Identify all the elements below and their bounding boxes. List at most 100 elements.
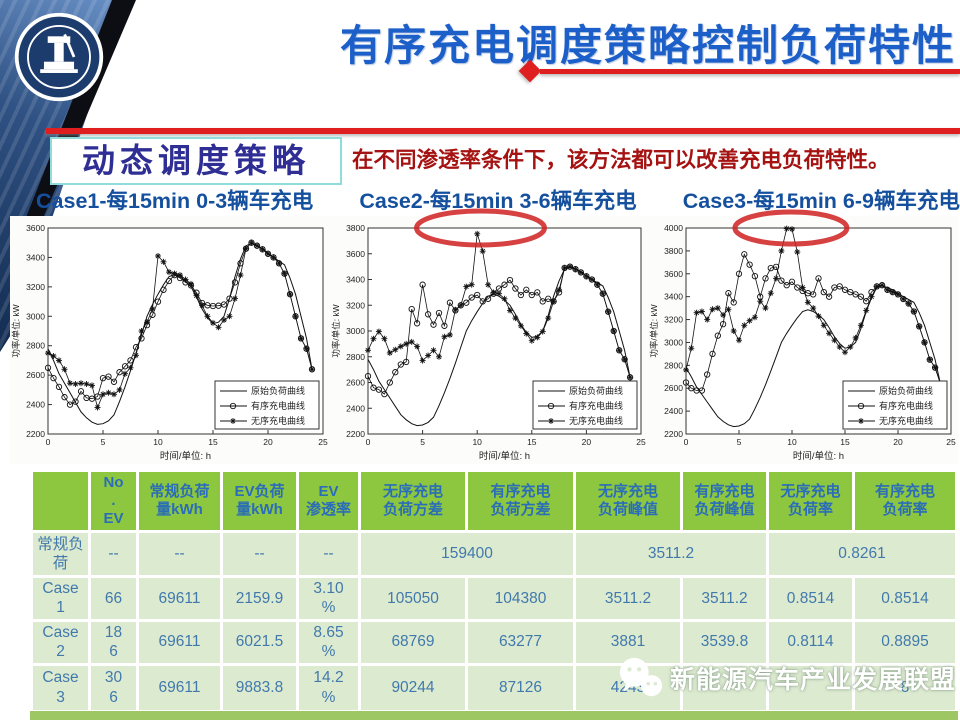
table-header-cell: 有序充电 负荷方差: [468, 472, 573, 530]
svg-text:3000: 3000: [26, 311, 45, 321]
table-cell: 14.2 %: [299, 665, 358, 710]
svg-text:有序充电曲线: 有序充电曲线: [879, 400, 933, 411]
table-cell: [769, 665, 852, 710]
svg-text:0: 0: [684, 437, 689, 447]
chart-svg: 2200 2400 2600 2800 3000 3200 3400 3600 3800 0 5 10…: [331, 208, 646, 462]
svg-text:2400: 2400: [664, 406, 683, 416]
table-cell: --: [223, 533, 296, 575]
svg-text:10: 10: [472, 437, 482, 447]
svg-text:3400: 3400: [664, 292, 683, 302]
table-cell: --: [299, 533, 358, 575]
svg-text:原始负荷曲线: 原始负荷曲线: [251, 385, 305, 396]
svg-text:20: 20: [582, 437, 592, 447]
svg-text:2200: 2200: [664, 429, 683, 439]
results-table: No . EV 常规负荷 量kWh EV负荷 量kWh EV 渗透率 无序充电 负荷方差…: [30, 469, 958, 713]
table-row-label: Case 3: [33, 665, 88, 710]
svg-text:2800: 2800: [664, 360, 683, 370]
table-header-cell: 无序充电 负荷方差: [361, 472, 465, 530]
svg-text:功率/单位: kW: 功率/单位: kW: [649, 304, 659, 357]
table-cell: 63277: [468, 621, 573, 663]
case-labels-row: Case1-每15min 0-3辆车充电 Case2-每15min 3-6辆车充…: [36, 184, 960, 215]
table-cell: 6021.5: [223, 621, 296, 663]
svg-text:20: 20: [893, 437, 903, 447]
svg-text:无序充电曲线: 无序充电曲线: [569, 415, 623, 426]
page-title: 有序充电调度策略控制负荷特性: [339, 22, 956, 69]
svg-text:15: 15: [527, 437, 537, 447]
table-header-cell: 无序充电 负荷峰值: [576, 472, 680, 530]
svg-text:15: 15: [208, 437, 218, 447]
watermark: 新能源汽车产业发展联盟: [616, 652, 960, 704]
section-divider-line: [46, 128, 960, 134]
svg-text:3600: 3600: [346, 249, 365, 259]
table-cell: 0.8514: [855, 578, 955, 619]
table-header-cell: EV负荷 量kWh: [223, 472, 296, 530]
table-cell: 2159.9: [223, 578, 296, 619]
results-table-element: No . EV 常规负荷 量kWh EV负荷 量kWh EV 渗透率 无序充电 负荷方差…: [30, 469, 958, 713]
case2-label: Case2-每15min 3-6辆车充电: [359, 189, 637, 213]
svg-text:原始负荷曲线: 原始负荷曲线: [879, 385, 933, 396]
svg-text:功率/单位: kW: 功率/单位: kW: [11, 304, 21, 357]
highlight-note: 在不同渗透率条件下，该方法都可以改善充电负荷特性。: [352, 148, 890, 172]
watermark-text: 新能源汽车产业发展联盟: [670, 666, 957, 694]
svg-text:10: 10: [153, 437, 163, 447]
svg-text:5: 5: [101, 437, 106, 447]
table-cell: 18 6: [91, 621, 136, 663]
case3-label: Case3-每15min 6-9辆车充电: [682, 189, 960, 213]
load-curve-chart-case2: 2200 2400 2600 2800 3000 3200 3400 3600 3800 0 5 10…: [330, 208, 648, 464]
svg-text:3200: 3200: [26, 282, 45, 292]
table-cell: 0.8895: [855, 621, 955, 663]
svg-text:功率/单位: kW: 功率/单位: kW: [331, 304, 341, 357]
load-curve-chart-case3: 2200 2400 2600 2800 3000 3200 3400 3600 3800 4000…: [648, 209, 958, 464]
svg-text:3000: 3000: [346, 326, 365, 336]
table-cell: 3.10 %: [299, 578, 358, 619]
table-cell: 3881: [576, 621, 680, 663]
table-cell: 0.8514: [769, 578, 852, 619]
chart-svg: 2200 2400 2600 2800 3000 3200 3400 3600 0 5 10 15 20…: [11, 223, 328, 462]
table-cell: 105050: [361, 578, 465, 619]
svg-text:3400: 3400: [346, 275, 365, 285]
svg-text:3800: 3800: [346, 223, 365, 233]
table-cell: 3511.2: [576, 533, 766, 575]
table-row-label: Case 1: [33, 578, 88, 619]
svg-text:10: 10: [787, 437, 797, 447]
table-header-cell: 有序充电 负荷率: [855, 472, 955, 530]
svg-text:5: 5: [737, 437, 742, 447]
chart-svg: 2200 2400 2600 2800 3000 3200 3400 3600 3800 4000…: [649, 209, 956, 462]
university-emblem-icon: [14, 12, 104, 102]
table-cell: 69611: [139, 578, 220, 619]
svg-text:2600: 2600: [664, 383, 683, 393]
svg-text:无序充电曲线: 无序充电曲线: [251, 415, 305, 426]
svg-text:3200: 3200: [346, 300, 365, 310]
svg-text:2800: 2800: [26, 341, 45, 351]
table-cell: 8.65 %: [299, 621, 358, 663]
table-cell: --: [139, 533, 220, 575]
svg-text:3400: 3400: [26, 252, 45, 262]
svg-text:2800: 2800: [346, 352, 365, 362]
svg-text:5: 5: [420, 437, 425, 447]
svg-text:25: 25: [318, 437, 328, 447]
svg-text:3600: 3600: [26, 223, 45, 233]
table-header-cell: 常规负荷 量kWh: [139, 472, 220, 530]
svg-text:3600: 3600: [664, 269, 683, 279]
table-header-cell: No . EV: [91, 472, 136, 530]
svg-text:2400: 2400: [346, 403, 365, 413]
subtitle-box: 动态调度策略: [50, 137, 342, 185]
svg-text:3000: 3000: [664, 337, 683, 347]
load-curve-chart-case1: 2200 2400 2600 2800 3000 3200 3400 3600 0 5 10 15 20…: [10, 216, 330, 464]
table-header-cell: 有序充电 负荷峰值: [683, 472, 766, 530]
table-cell: 69611: [139, 621, 220, 663]
svg-text:25: 25: [946, 437, 956, 447]
table-cell: 3539.8: [683, 621, 766, 663]
svg-text:3200: 3200: [664, 315, 683, 325]
svg-text:3800: 3800: [664, 246, 683, 256]
svg-text:无序充电曲线: 无序充电曲线: [879, 415, 933, 426]
table-header-cell: [33, 472, 88, 530]
table-cell: 159400: [361, 533, 573, 575]
svg-text:20: 20: [263, 437, 273, 447]
svg-text:有序充电曲线: 有序充电曲线: [251, 400, 305, 411]
svg-text:25: 25: [636, 437, 646, 447]
table-cell: 8: [855, 665, 955, 710]
svg-text:2200: 2200: [346, 429, 365, 439]
svg-text:0: 0: [46, 437, 51, 447]
table-cell: 68769: [361, 621, 465, 663]
